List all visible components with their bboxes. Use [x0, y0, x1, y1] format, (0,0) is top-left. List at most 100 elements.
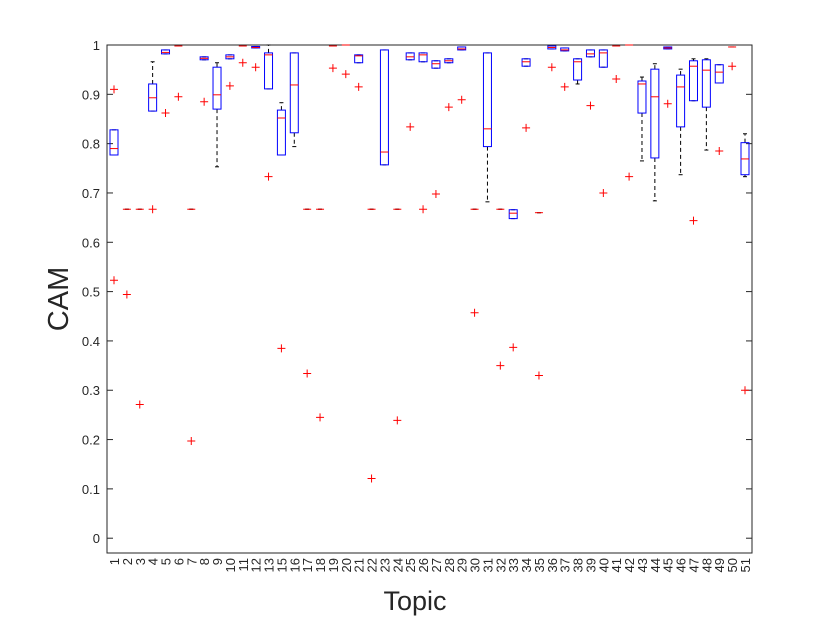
x-tick-label: 26: [416, 558, 431, 572]
outlier: [457, 95, 466, 104]
y-tick-label: 0.5: [82, 285, 100, 300]
x-tick-label: 48: [699, 558, 714, 572]
x-tick-label: 40: [596, 558, 611, 572]
outlier: [122, 290, 131, 299]
outlier: [277, 344, 286, 353]
x-tick-label: 29: [455, 558, 470, 572]
outlier: [264, 172, 273, 181]
outlier: [560, 82, 569, 91]
outlier: [444, 103, 453, 112]
outlier: [547, 63, 556, 72]
box: [714, 64, 724, 84]
x-tick-label: 25: [403, 558, 418, 572]
outlier: [393, 416, 402, 425]
x-tick-label: 20: [339, 558, 354, 572]
outlier: [728, 62, 737, 71]
x-tick-label: 32: [493, 558, 508, 572]
box: [431, 60, 441, 69]
x-tick-label: 3: [133, 558, 148, 565]
x-tick-label: 4: [146, 558, 161, 565]
outlier: [406, 122, 415, 131]
x-tick-label: 44: [648, 558, 663, 572]
x-tick-label: 5: [159, 558, 174, 565]
x-tick-label: 17: [300, 558, 315, 572]
outlier: [599, 188, 608, 197]
outlier: [110, 276, 118, 285]
x-tick-label: 45: [661, 558, 676, 572]
box: [701, 59, 711, 108]
x-tick-label: 42: [622, 558, 637, 572]
box: [418, 52, 428, 63]
x-tick-label: 28: [442, 558, 457, 572]
box: [482, 52, 492, 148]
x-tick-label: 46: [674, 558, 689, 572]
x-tick-label: 31: [480, 558, 495, 572]
box: [598, 49, 608, 68]
x-tick-label: 13: [262, 558, 277, 572]
x-tick-label: 16: [287, 558, 302, 572]
box: [276, 109, 286, 156]
x-tick-label: 47: [686, 558, 701, 572]
outlier: [316, 413, 325, 422]
x-tick-label: 8: [197, 558, 212, 565]
box: [212, 66, 222, 110]
x-tick-label: 50: [725, 558, 740, 572]
x-tick-label: 43: [635, 558, 650, 572]
x-tick-label: 24: [390, 558, 405, 572]
outlier: [612, 75, 621, 84]
x-tick-label: 22: [365, 558, 380, 572]
x-tick-label: 33: [506, 558, 521, 572]
box: [109, 129, 119, 156]
outlier: [689, 216, 698, 225]
outlier: [187, 437, 196, 446]
outlier: [625, 172, 634, 181]
outlier: [367, 474, 376, 483]
box: [637, 80, 647, 114]
outlier: [534, 371, 543, 380]
outlier: [238, 58, 247, 67]
x-axis-title: Topic: [383, 586, 446, 616]
outlier: [354, 82, 363, 91]
x-tick-label: 10: [223, 558, 238, 572]
x-tick-label: 23: [377, 558, 392, 572]
box: [289, 52, 299, 134]
x-tick-label: 2: [120, 558, 135, 565]
outlier: [328, 64, 337, 73]
outlier: [431, 189, 440, 198]
outlier: [586, 101, 595, 110]
box: [650, 68, 660, 159]
x-tick-label: 19: [326, 558, 341, 572]
x-tick-label: 6: [171, 558, 186, 565]
x-tick-label: 18: [313, 558, 328, 572]
x-tick-label: 37: [558, 558, 573, 572]
box: [688, 60, 698, 102]
x-tick-label: 35: [532, 558, 547, 572]
x-tick-label: 11: [236, 558, 251, 572]
outlier: [715, 147, 724, 156]
box: [676, 74, 686, 128]
outlier: [496, 361, 505, 370]
x-tick-label: 49: [712, 558, 727, 572]
outlier: [110, 85, 118, 94]
x-tick-label: 15: [274, 558, 289, 572]
y-tick-label: 0: [93, 531, 100, 546]
outlier: [663, 99, 672, 108]
x-tick-label: 27: [429, 558, 444, 572]
x-tick-label: 30: [468, 558, 483, 572]
x-tick-label: 38: [571, 558, 586, 572]
box: [508, 209, 518, 220]
x-tick-label: 51: [738, 558, 753, 572]
outlier: [741, 386, 749, 395]
outlier: [341, 70, 350, 79]
outlier: [225, 81, 234, 90]
outlier: [470, 308, 479, 317]
box: [379, 49, 389, 166]
y-tick-label: 1: [93, 38, 100, 53]
box: [264, 52, 274, 90]
y-tick-label: 0.4: [82, 334, 100, 349]
y-tick-label: 0.2: [82, 433, 100, 448]
box: [354, 54, 364, 64]
outlier: [161, 109, 170, 118]
